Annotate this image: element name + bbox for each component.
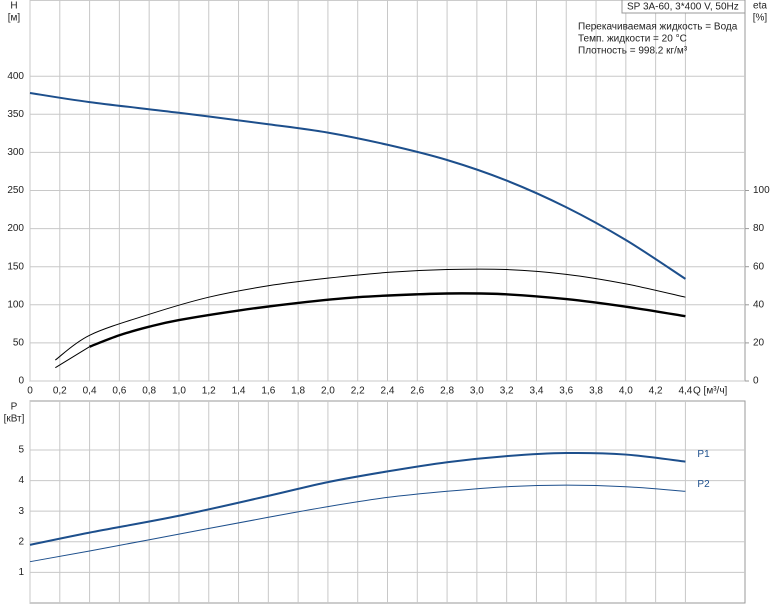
- x-tick-label: 0,8: [142, 386, 156, 397]
- y-axis-unit: [кВт]: [4, 414, 25, 425]
- y2-tick-label: 60: [753, 261, 765, 272]
- annotation: Темп. жидкости = 20 °C: [578, 34, 687, 45]
- x-tick-label: 1,8: [291, 386, 305, 397]
- y-axis-label: H: [10, 1, 17, 12]
- x-tick-label: 0: [27, 386, 33, 397]
- x-tick-label: 2,2: [351, 386, 365, 397]
- x-tick-label: 0,6: [112, 386, 126, 397]
- y-tick-label: 250: [7, 185, 24, 196]
- x-tick-label: 4,2: [649, 386, 663, 397]
- y-tick-label: 5: [18, 445, 24, 456]
- x-tick-label: 2,4: [381, 386, 395, 397]
- series-label: P2: [697, 479, 710, 490]
- x-tick-label: 4,4: [678, 386, 692, 397]
- y-tick-label: 400: [7, 71, 24, 82]
- y-tick-label: 150: [7, 261, 24, 272]
- x-tick-label: 1,6: [261, 386, 275, 397]
- x-tick-label: 3,6: [559, 386, 573, 397]
- series-line: [29, 91, 686, 280]
- y-tick-label: 300: [7, 147, 24, 158]
- y2-axis-label: eta: [753, 1, 767, 12]
- y-tick-label: 3: [18, 506, 24, 517]
- y2-tick-label: 0: [753, 376, 759, 387]
- y-axis-unit: [м]: [8, 13, 21, 24]
- x-tick-label: 3,8: [589, 386, 603, 397]
- y-tick-label: 4: [18, 475, 24, 486]
- series-label: P1: [697, 449, 710, 460]
- x-tick-label: 3,2: [500, 386, 514, 397]
- y-tick-label: 2: [18, 536, 24, 547]
- y2-tick-label: 40: [753, 299, 765, 310]
- y-tick-label: 200: [7, 223, 24, 234]
- annotation: Плотность = 998.2 кг/м³: [578, 46, 688, 57]
- series-line: [55, 268, 686, 361]
- series-line: [55, 346, 90, 369]
- y2-tick-label: 20: [753, 338, 765, 349]
- x-tick-label: 1,0: [172, 386, 186, 397]
- y-tick-label: 0: [18, 376, 24, 387]
- x-tick-label: 2,8: [440, 386, 454, 397]
- series-line: [29, 451, 686, 546]
- x-tick-label: 0,4: [83, 386, 97, 397]
- y-tick-label: 50: [13, 338, 25, 349]
- y-tick-label: 350: [7, 109, 24, 120]
- series-line: [89, 292, 686, 348]
- x-axis-label: Q [м³/ч]: [693, 386, 728, 397]
- y-tick-label: 100: [7, 299, 24, 310]
- x-tick-label: 3,0: [470, 386, 484, 397]
- y2-tick-label: 80: [753, 223, 765, 234]
- chart-title: SP 3A-60, 3*400 V, 50Hz: [627, 2, 739, 13]
- title-box: [621, 0, 746, 14]
- x-tick-label: 4,0: [619, 386, 633, 397]
- series-line: [29, 484, 686, 563]
- y-tick-label: 1: [18, 567, 24, 578]
- y2-tick-label: 100: [753, 185, 770, 196]
- annotation: Перекачиваемая жидкость = Вода: [578, 22, 738, 33]
- x-tick-label: 3,4: [530, 386, 544, 397]
- y2-axis-unit: [%]: [753, 13, 768, 24]
- x-tick-label: 2,0: [321, 386, 335, 397]
- y-axis-label: P: [11, 402, 18, 413]
- x-tick-label: 2,6: [410, 386, 424, 397]
- x-tick-label: 1,2: [202, 386, 216, 397]
- x-tick-label: 1,4: [232, 386, 246, 397]
- x-tick-label: 0,2: [53, 386, 67, 397]
